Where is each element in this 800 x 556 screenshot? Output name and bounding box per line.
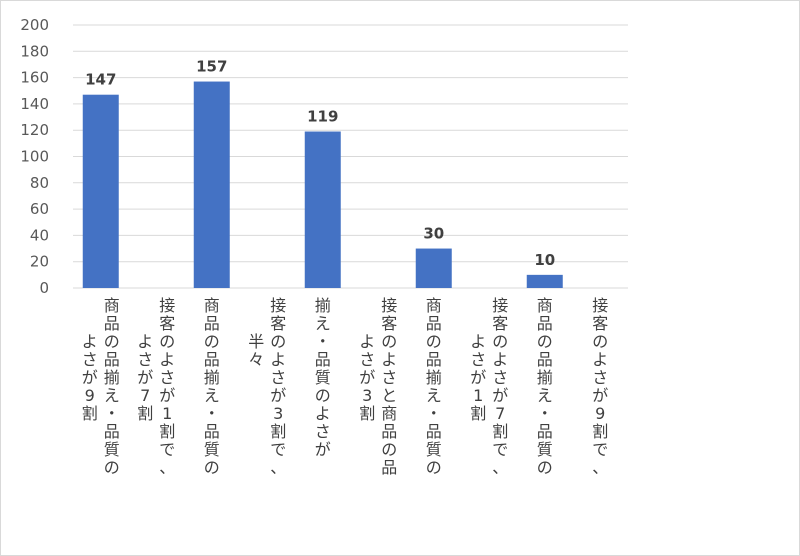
category-label-0-line-1: よさが 9 割 (82, 332, 98, 423)
y-tick-label-4: 80 (30, 174, 49, 192)
data-label-2: 157 (196, 58, 227, 76)
y-tick-label-1: 20 (30, 253, 49, 271)
category-label-4-line-0: 揃え・品質のよさが (315, 296, 331, 459)
category-label-3-line-1: 半々 (248, 332, 264, 369)
bar-0 (82, 94, 119, 288)
y-tick-label-10: 200 (20, 16, 49, 34)
category-label-3: 接客のよさが 3 割で、半々 (248, 296, 286, 477)
data-label-0: 147 (85, 71, 116, 89)
category-label-6-line-0: 商品の品揃え・品質の (426, 296, 442, 477)
bar-2 (193, 81, 230, 288)
category-label-2-line-0: 商品の品揃え・品質の (204, 296, 220, 477)
category-label-4: 揃え・品質のよさが (315, 296, 331, 459)
category-label-7-line-1: よさが 1 割 (470, 332, 486, 423)
category-label-8: 商品の品揃え・品質の (537, 296, 553, 477)
category-label-9-line-0: 接客のよさが 9 割で、 (592, 296, 608, 477)
y-tick-label-9: 180 (20, 42, 49, 60)
data-label-8: 10 (534, 251, 555, 269)
y-tick-label-5: 100 (20, 148, 49, 166)
category-label-1-line-0: 接客のよさが 1 割で、 (159, 296, 175, 477)
category-label-9: 接客のよさが 9 割で、 (592, 296, 608, 477)
y-tick-label-8: 160 (20, 69, 49, 87)
bar-6 (415, 248, 452, 288)
category-label-2: 商品の品揃え・品質の (204, 296, 220, 477)
category-label-8-line-0: 商品の品揃え・品質の (537, 296, 553, 477)
category-label-7-line-0: 接客のよさが 7 割で、 (492, 296, 508, 477)
data-label-6: 30 (423, 225, 444, 243)
category-label-3-line-0: 接客のよさが 3 割で、 (270, 296, 286, 477)
category-label-0-line-0: 商品の品揃え・品質の (104, 296, 120, 477)
category-label-0: 商品の品揃え・品質のよさが 9 割 (82, 296, 120, 477)
category-label-7: 接客のよさが 7 割で、よさが 1 割 (470, 296, 508, 477)
category-label-6: 商品の品揃え・品質の (426, 296, 442, 477)
bar-8 (526, 274, 563, 288)
y-tick-label-6: 120 (20, 121, 49, 139)
y-tick-label-0: 0 (39, 279, 49, 297)
category-label-5-line-1: よさが 3 割 (359, 332, 375, 423)
bar-4 (304, 131, 341, 288)
y-tick-label-7: 140 (20, 95, 49, 113)
y-tick-label-2: 40 (30, 226, 49, 244)
y-tick-label-3: 60 (30, 200, 49, 218)
category-label-5-line-0: 接客のよさと商品の品 (381, 296, 397, 477)
category-label-1: 接客のよさが 1 割で、よさが 7 割 (137, 296, 175, 477)
category-label-1-line-1: よさが 7 割 (137, 332, 153, 423)
data-label-4: 119 (307, 108, 338, 126)
